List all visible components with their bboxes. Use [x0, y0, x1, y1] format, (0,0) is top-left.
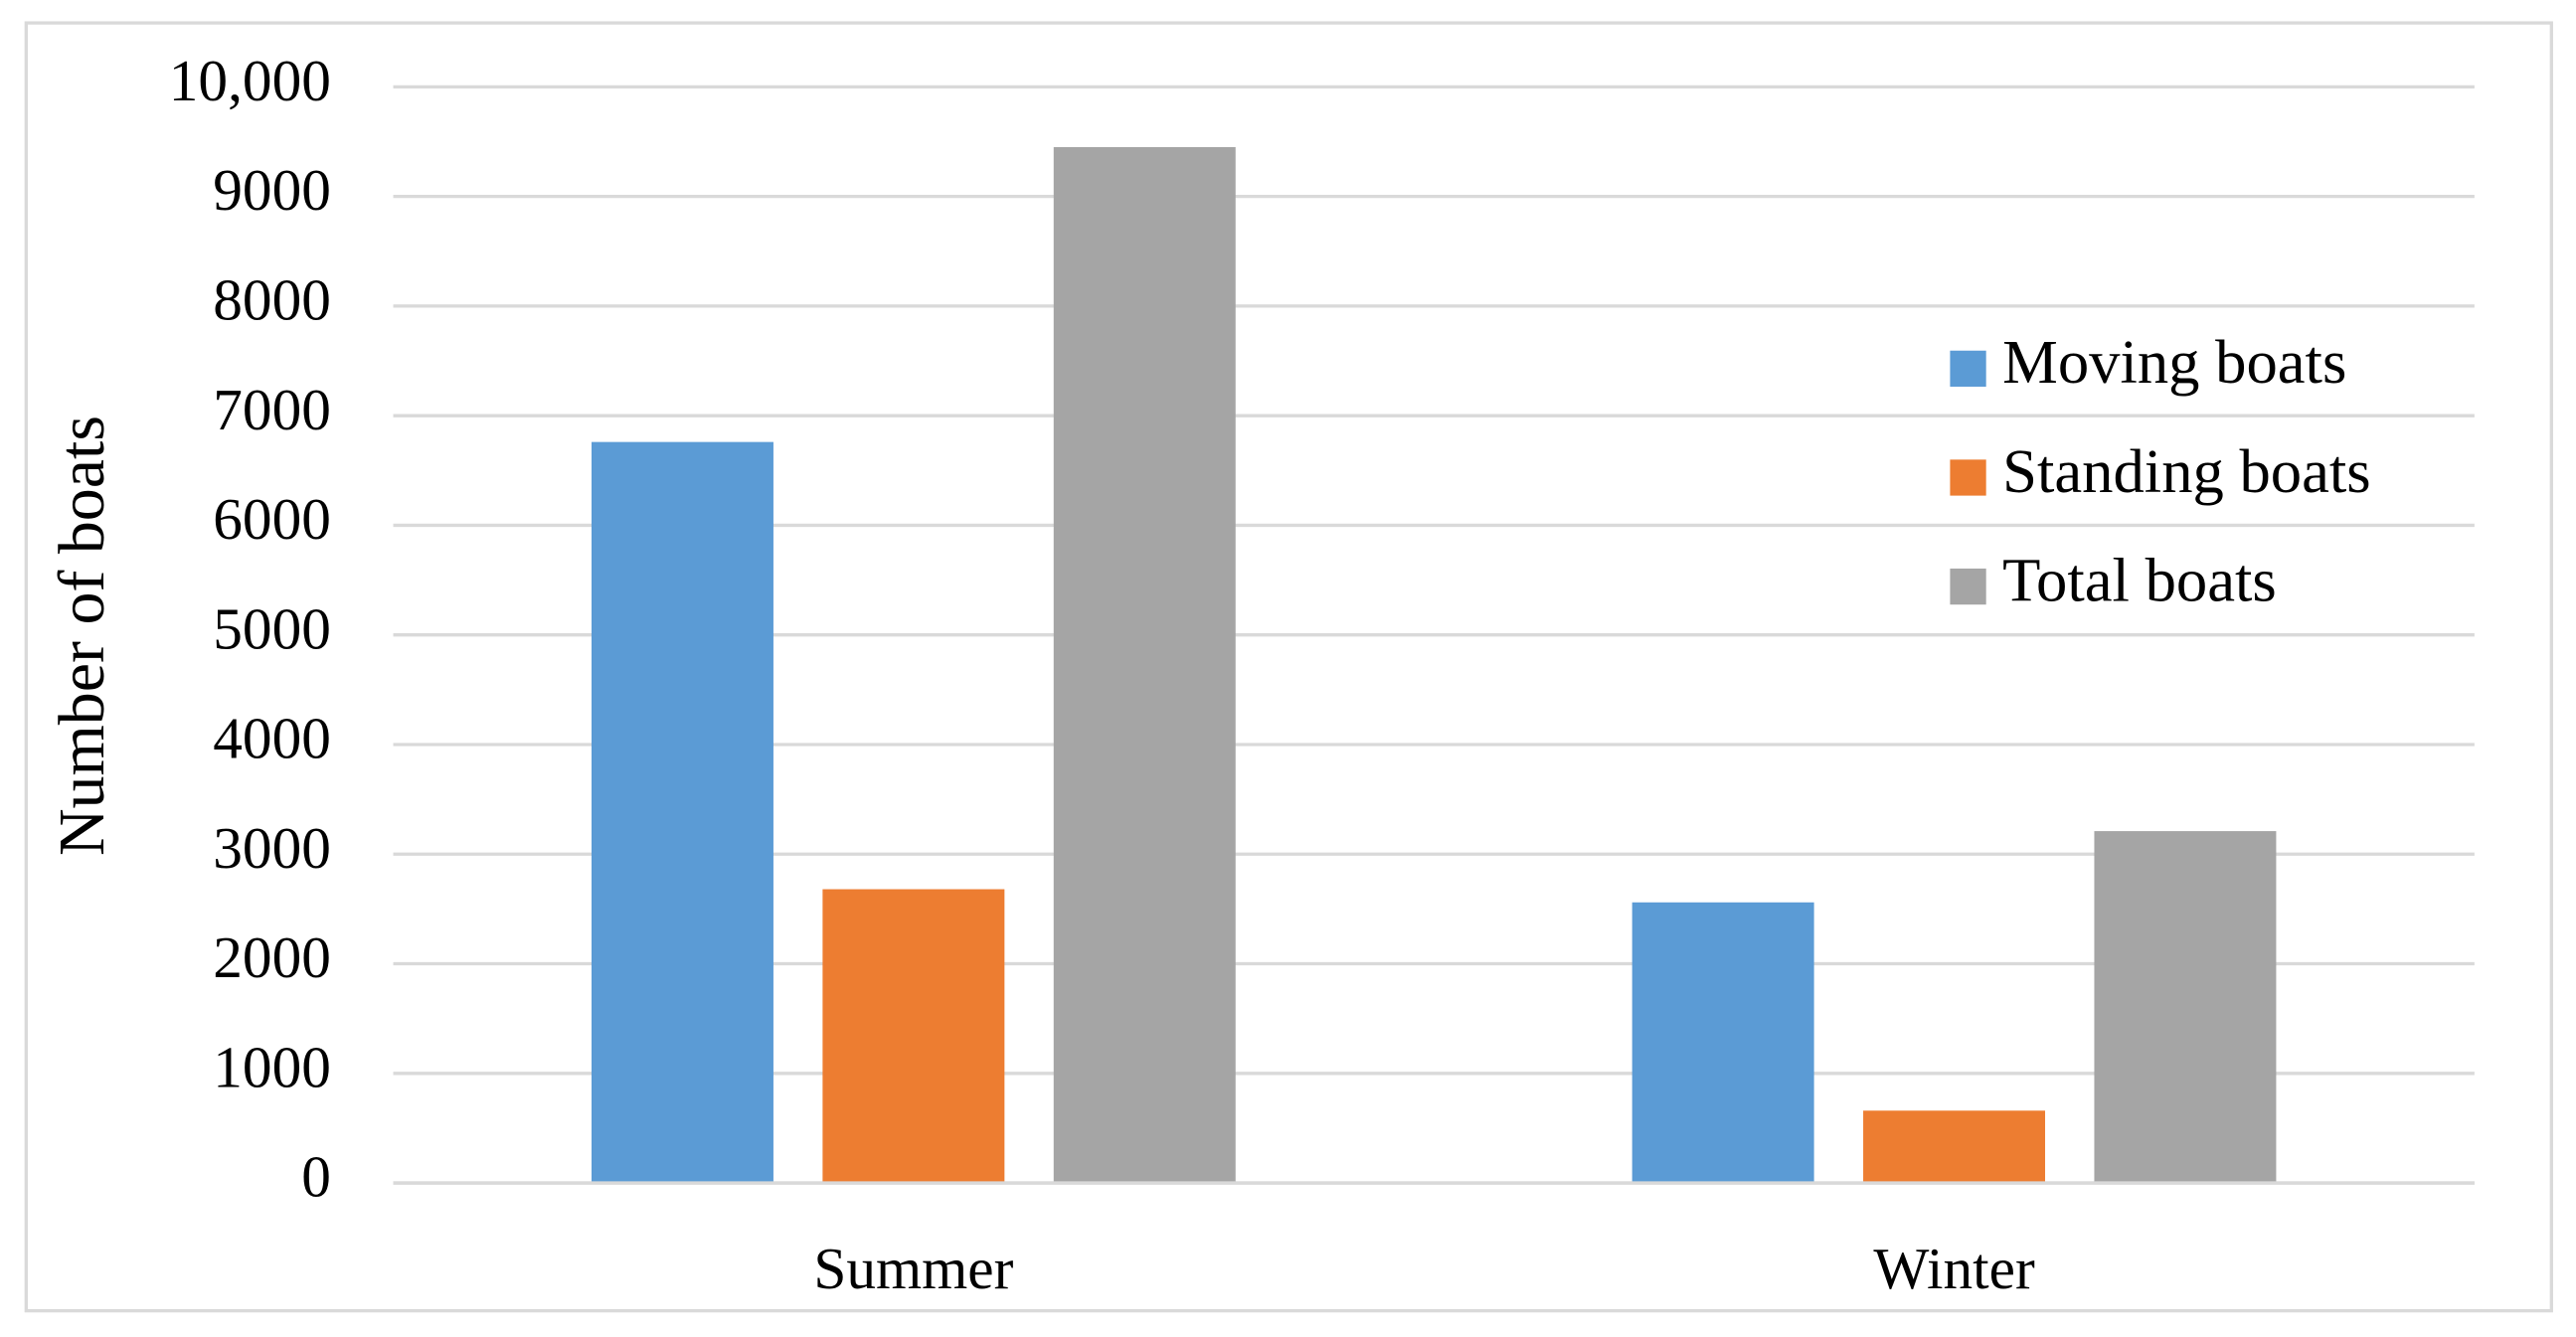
- y-tick-label: 4000: [213, 706, 331, 771]
- y-tick-label: 6000: [213, 486, 331, 552]
- legend-label: Moving boats: [2002, 327, 2346, 397]
- y-tick-label: 5000: [213, 595, 331, 661]
- y-tick-label: 2000: [213, 924, 331, 990]
- legend-swatch: [1950, 568, 1986, 605]
- bar: [591, 441, 773, 1184]
- legend-label: Total boats: [2002, 545, 2277, 614]
- y-tick-label: 0: [301, 1144, 331, 1210]
- legend-label: Standing boats: [2002, 436, 2371, 506]
- y-tick-label: 8000: [213, 267, 331, 333]
- y-tick-label: 9000: [213, 157, 331, 223]
- bar: [1863, 1110, 2046, 1184]
- y-tick-label: 1000: [213, 1034, 331, 1099]
- y-axis-title: Number of boats: [46, 416, 118, 856]
- bar: [1053, 147, 1236, 1184]
- x-tick-label: Summer: [813, 1236, 1013, 1301]
- bar: [822, 889, 1005, 1184]
- bar: [1631, 902, 1814, 1184]
- x-tick-label: Winter: [1873, 1236, 2035, 1301]
- y-tick-label: 7000: [213, 377, 331, 442]
- y-tick-label: 3000: [213, 815, 331, 881]
- bar: [2094, 831, 2277, 1184]
- legend-swatch: [1950, 459, 1986, 496]
- y-tick-label: 10,000: [169, 48, 331, 113]
- legend-swatch: [1950, 350, 1986, 387]
